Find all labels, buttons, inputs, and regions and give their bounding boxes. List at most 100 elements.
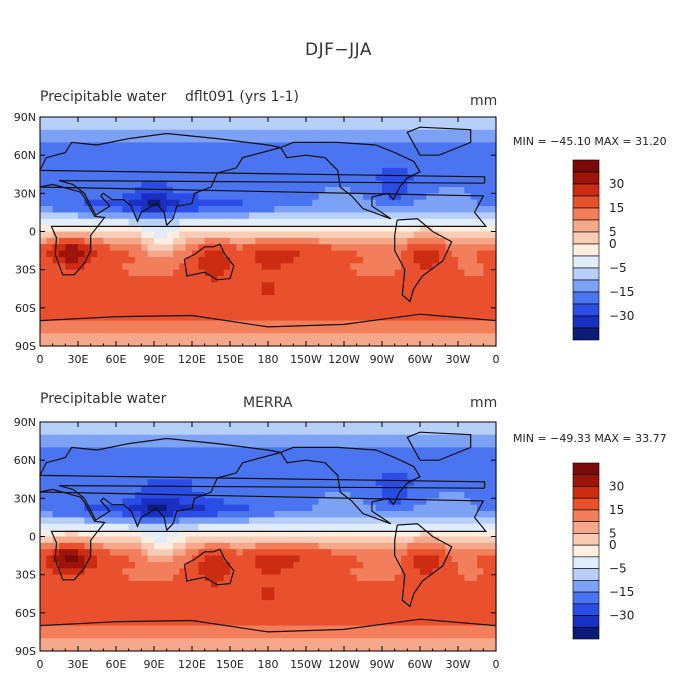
heatmap-cell — [363, 561, 370, 569]
heatmap-cell — [249, 600, 256, 608]
heatmap-cell — [185, 339, 193, 347]
heatmap-cell — [109, 225, 117, 233]
heatmap-cell — [141, 282, 149, 290]
heatmap-cell — [483, 263, 491, 271]
heatmap-cell — [483, 606, 491, 614]
heatmap-cell — [388, 320, 396, 328]
heatmap-cell — [109, 581, 117, 588]
heatmap-cell — [363, 606, 370, 614]
heatmap-cell — [407, 561, 415, 569]
heatmap-cell — [46, 155, 54, 163]
heatmap-cell — [420, 491, 427, 499]
heatmap-cell — [426, 434, 434, 442]
heatmap-cell — [173, 225, 180, 233]
heatmap-cell — [109, 282, 117, 290]
heatmap-cell — [413, 536, 421, 544]
heatmap-cell — [356, 301, 364, 309]
heatmap-cell — [363, 422, 370, 429]
heatmap-cell — [369, 422, 377, 429]
heatmap-cell — [236, 161, 244, 169]
heatmap-cell — [426, 167, 434, 175]
heatmap-cell — [166, 479, 174, 487]
heatmap-cell — [217, 180, 225, 188]
panel-bottom-units: mm — [470, 395, 498, 411]
heatmap-cell — [375, 161, 383, 169]
heatmap-cell — [204, 250, 212, 258]
heatmap-cell — [185, 117, 193, 124]
heatmap-cell — [192, 314, 199, 322]
heatmap-cell — [477, 206, 484, 214]
heatmap-cell — [141, 593, 149, 601]
heatmap-cell — [192, 129, 199, 137]
heatmap-cell — [204, 320, 212, 328]
heatmap-cell — [103, 485, 111, 493]
heatmap-cell — [477, 453, 484, 461]
heatmap-cell — [274, 587, 282, 595]
heatmap-cell — [325, 301, 332, 309]
heatmap-cell — [356, 593, 364, 601]
heatmap-cell — [306, 498, 313, 506]
heatmap-cell — [287, 117, 294, 124]
heatmap-cell — [299, 587, 307, 595]
heatmap-cell — [192, 593, 199, 601]
heatmap-cell — [470, 441, 478, 449]
heatmap-cell — [382, 161, 389, 169]
heatmap-cell — [287, 320, 294, 328]
heatmap-cell — [192, 606, 199, 614]
heatmap-cell — [122, 180, 130, 188]
heatmap-cell — [242, 555, 250, 563]
heatmap-cell — [109, 155, 117, 163]
heatmap-cell — [40, 606, 47, 614]
heatmap-cell — [179, 428, 187, 436]
heatmap-cell — [293, 174, 301, 182]
heatmap-cell — [122, 326, 130, 334]
heatmap-cell — [242, 167, 250, 175]
heatmap-cell — [65, 212, 73, 220]
heatmap-cell — [59, 256, 66, 264]
heatmap-cell — [458, 460, 465, 468]
heatmap-cell — [439, 428, 446, 436]
heatmap-cell — [40, 460, 47, 468]
heatmap-cell — [166, 199, 174, 207]
heatmap-cell — [154, 581, 161, 588]
heatmap-cell — [382, 136, 389, 144]
heatmap-cell — [394, 600, 402, 608]
heatmap-cell — [217, 428, 225, 436]
heatmap-cell — [192, 231, 199, 239]
heatmap-cell — [407, 530, 415, 538]
heatmap-cell — [78, 244, 85, 252]
heatmap-cell — [179, 568, 187, 576]
heatmap-cell — [299, 593, 307, 601]
heatmap-cell — [90, 307, 98, 315]
heatmap-cell — [451, 491, 459, 499]
heatmap-cell — [401, 250, 408, 258]
heatmap-cell — [78, 517, 85, 525]
heatmap-cell — [489, 276, 497, 283]
heatmap-cell — [464, 485, 472, 493]
heatmap-cell — [299, 511, 307, 519]
heatmap-cell — [192, 422, 199, 429]
heatmap-cell — [293, 180, 301, 188]
heatmap-cell — [192, 619, 199, 627]
heatmap-cell — [337, 129, 345, 137]
heatmap-cell — [103, 237, 111, 245]
heatmap-cell — [325, 561, 332, 569]
heatmap-cell — [198, 250, 206, 258]
heatmap-cell — [394, 466, 402, 474]
heatmap-cell — [318, 206, 326, 214]
heatmap-cell — [154, 517, 161, 525]
heatmap-cell — [109, 574, 117, 582]
heatmap-cell — [420, 523, 427, 531]
heatmap-cell — [242, 225, 250, 233]
heatmap-cell — [230, 307, 237, 315]
heatmap-cell — [489, 295, 497, 303]
heatmap-cell — [103, 511, 111, 519]
heatmap-cell — [420, 212, 427, 220]
heatmap-cell — [287, 434, 294, 442]
heatmap-cell — [78, 276, 85, 283]
map-plot-top: 0 30E 60E 90E 120E 150E 180 150W 120W 90W 60W 30W 09… — [14, 111, 500, 366]
heatmap-cell — [413, 206, 421, 214]
heatmap-cell — [312, 161, 320, 169]
heatmap-cell — [236, 581, 244, 588]
heatmap-cell — [325, 129, 332, 137]
